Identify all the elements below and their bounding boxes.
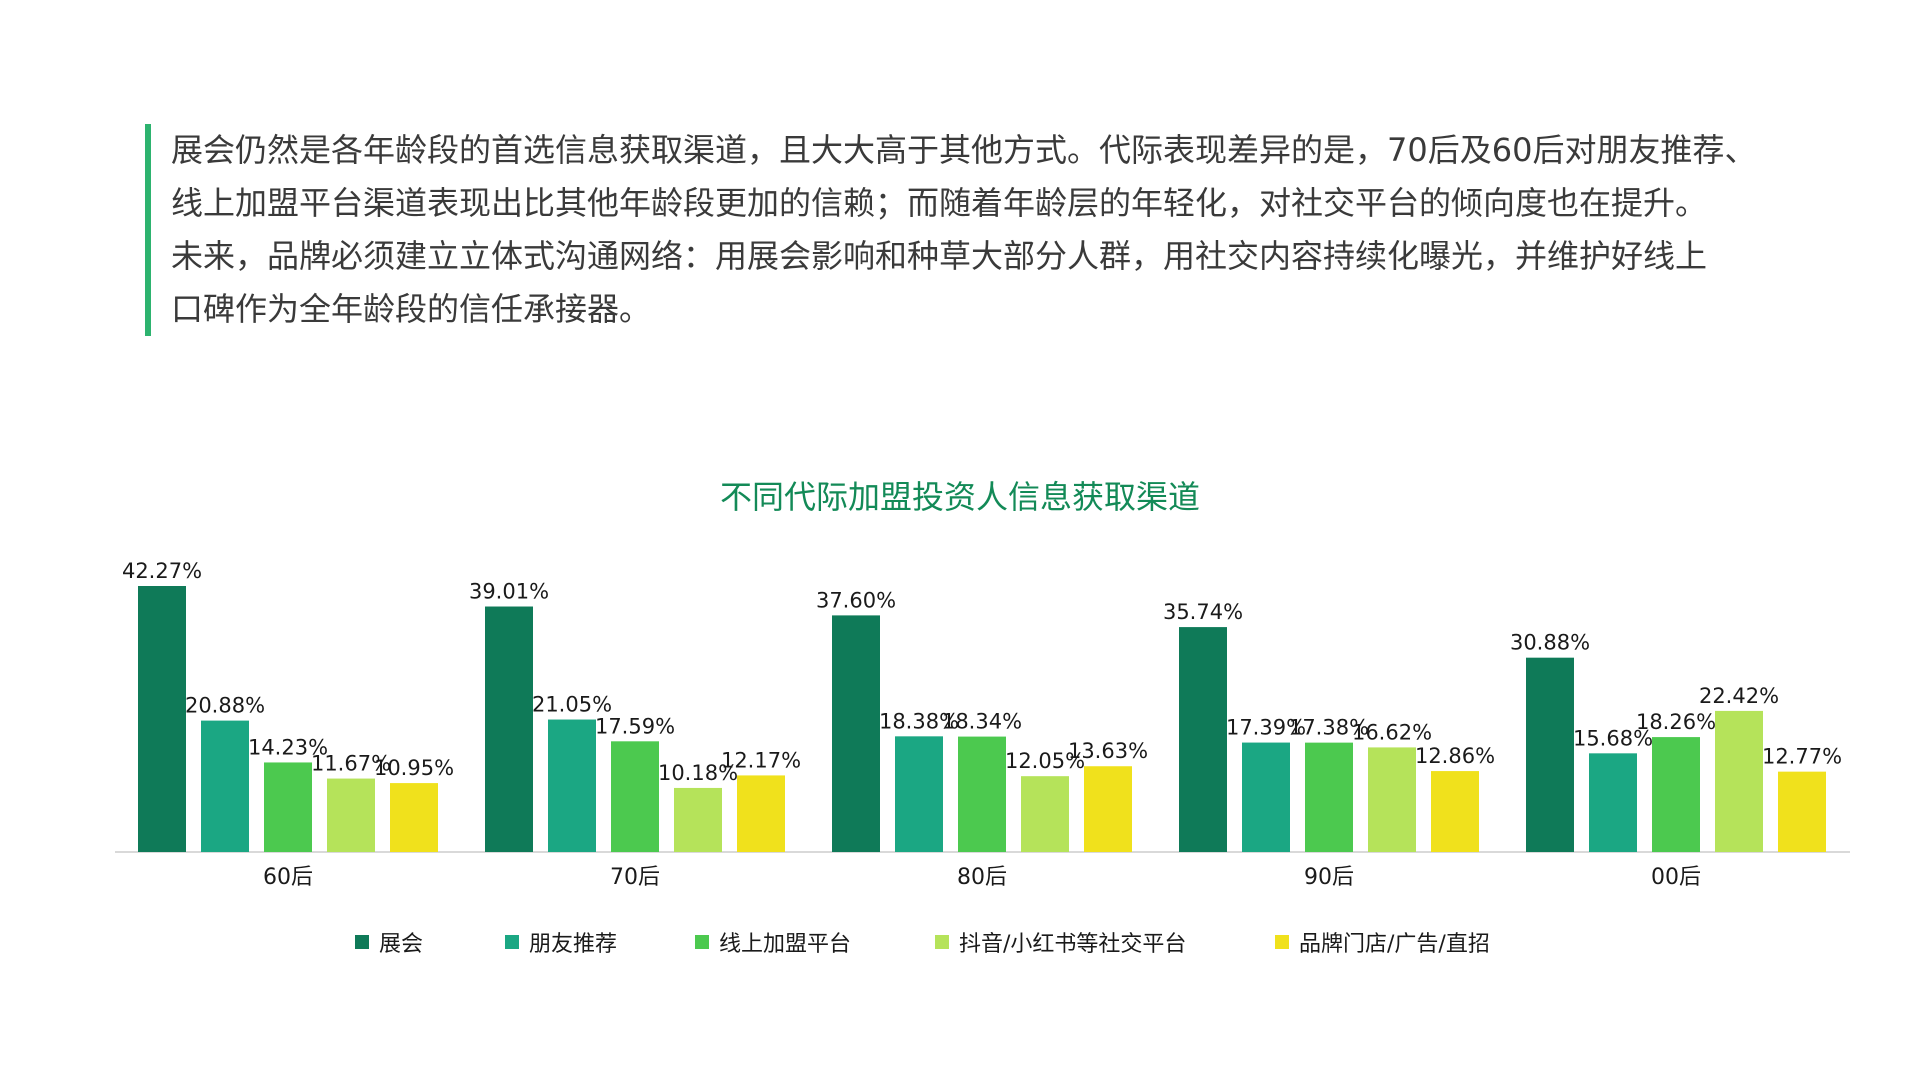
bar (1431, 771, 1479, 852)
data-label: 17.39% (1226, 716, 1306, 740)
bar (548, 719, 596, 852)
bar (264, 762, 312, 852)
legend-swatch (935, 935, 949, 949)
legend-item: 展会 (355, 926, 505, 958)
data-label: 18.34% (942, 710, 1022, 734)
chart-title: 不同代际加盟投资人信息获取渠道 (719, 478, 1200, 516)
data-label: 30.88% (1510, 631, 1590, 655)
bar (1084, 766, 1132, 852)
category-label: 90后 (1304, 865, 1354, 890)
legend-swatch (355, 935, 369, 949)
data-label: 35.74% (1163, 600, 1243, 624)
data-label: 20.88% (185, 694, 265, 718)
data-label: 14.23% (248, 735, 328, 759)
chart-legend: 展会 朋友推荐 线上加盟平台 抖音/小红书等社交平台 品牌门店/广告/直招 (355, 926, 1505, 958)
bar (674, 787, 722, 852)
data-label: 37.60% (816, 588, 896, 612)
bar (737, 775, 785, 852)
legend-label: 朋友推荐 (529, 932, 618, 957)
bar (390, 783, 438, 852)
data-label: 13.63% (1068, 739, 1148, 763)
bar (485, 606, 533, 852)
bar (1652, 737, 1700, 852)
data-label: 42.27% (122, 559, 202, 583)
data-label: 21.05% (532, 693, 612, 717)
data-label: 18.38% (879, 709, 959, 733)
legend-swatch (695, 935, 709, 949)
category-label: 80后 (957, 865, 1007, 890)
bar-chart: 42.27% 20.88% 14.23%11.67%10.95% 60后 39.01% 2… (115, 559, 1850, 890)
data-label: 12.17% (721, 748, 801, 772)
legend-item: 线上加盟平台 (695, 926, 935, 958)
bar (895, 736, 943, 852)
legend-swatch (1275, 935, 1289, 949)
bar (1305, 742, 1353, 852)
data-label: 15.68% (1573, 726, 1653, 750)
bar (138, 586, 186, 852)
bar (1021, 776, 1069, 852)
bar (327, 778, 375, 852)
data-label: 17.38% (1289, 716, 1369, 740)
data-label: 18.26% (1636, 710, 1716, 734)
legend-item: 朋友推荐 (505, 926, 695, 958)
bar (1368, 747, 1416, 852)
intro-line: 展会仍然是各年龄段的首选信息获取渠道，且大大高于其他方式。代际表现差异的是，70… (171, 131, 1757, 169)
category-label: 70后 (610, 865, 660, 890)
data-label: 17.59% (595, 714, 675, 738)
bar (1778, 771, 1826, 852)
data-label: 10.18% (658, 761, 738, 785)
data-label: 12.77% (1762, 745, 1842, 769)
bar (1242, 742, 1290, 852)
legend-label: 抖音/小红书等社交平台 (959, 932, 1187, 957)
bar (832, 615, 880, 852)
data-label: 22.42% (1699, 684, 1779, 708)
legend-label: 品牌门店/广告/直招 (1299, 932, 1490, 957)
category-label: 00后 (1651, 865, 1701, 890)
bar (1179, 627, 1227, 852)
bar (958, 736, 1006, 852)
intro-line: 口碑作为全年龄段的信任承接器。 (171, 290, 652, 328)
category-label: 60后 (263, 865, 313, 890)
bar (1715, 710, 1763, 852)
legend-label: 线上加盟平台 (719, 932, 852, 957)
data-label: 12.05% (1005, 749, 1085, 773)
bar (611, 741, 659, 852)
bar (201, 720, 249, 852)
bar (1526, 657, 1574, 852)
intro-line: 线上加盟平台渠道表现出比其他年龄段更加的信赖；而随着年龄层的年轻化，对社交平台的… (171, 184, 1708, 222)
bar (1589, 753, 1637, 852)
legend-label: 展会 (379, 932, 424, 957)
data-label: 12.86% (1415, 744, 1495, 768)
data-label: 11.67% (311, 752, 391, 776)
legend-item: 品牌门店/广告/直招 (1275, 926, 1505, 958)
intro-line: 未来，品牌必须建立立体式沟通网络：用展会影响和种草大部分人群，用社交内容持续化曝… (171, 237, 1708, 275)
data-label: 10.95% (374, 756, 454, 780)
legend-item: 抖音/小红书等社交平台 (935, 926, 1275, 958)
data-label: 16.62% (1352, 720, 1432, 744)
data-label: 39.01% (469, 580, 549, 604)
legend-swatch (505, 935, 519, 949)
intro-block: 展会仍然是各年龄段的首选信息获取渠道，且大大高于其他方式。代际表现差异的是，70… (145, 124, 1871, 336)
